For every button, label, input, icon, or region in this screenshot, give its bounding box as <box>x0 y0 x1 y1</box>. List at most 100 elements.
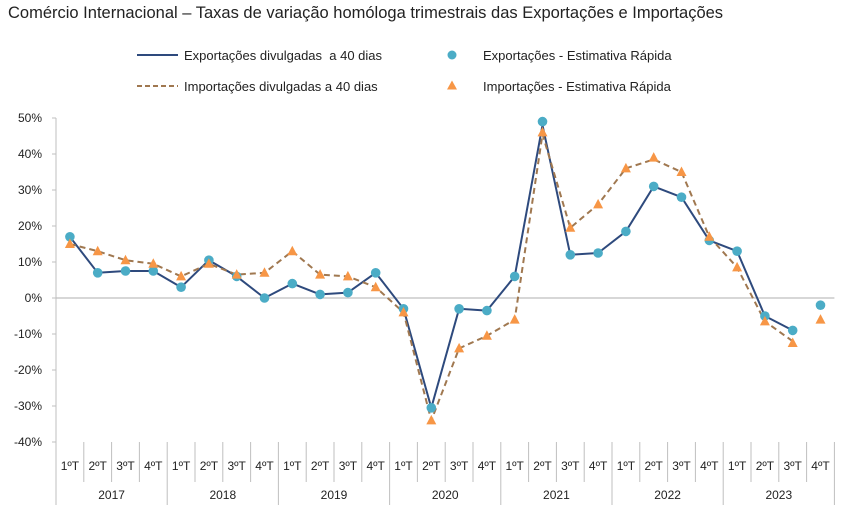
legend-label-exports-estimate: Exportações - Estimativa Rápida <box>483 48 672 63</box>
x-tick-label-quarter: 2ºT <box>756 459 775 473</box>
data-point-exports-estimate <box>537 116 548 127</box>
data-point-imports-estimate <box>398 306 409 317</box>
data-point-imports-estimate <box>426 414 437 425</box>
data-point-exports-estimate <box>259 293 270 303</box>
data-point-exports-estimate <box>148 266 159 276</box>
x-tick-label-quarter: 1ºT <box>617 459 636 473</box>
series-markers <box>64 116 826 425</box>
x-tick-label-quarter: 4ºT <box>589 459 608 473</box>
x-tick-label-quarter: 4ºT <box>144 459 163 473</box>
x-tick-label-quarter: 2ºT <box>89 459 108 473</box>
data-point-imports-estimate <box>481 330 492 340</box>
x-tick-label-year: 2017 <box>98 488 125 502</box>
legend-entry-imports-estimate: Importações - Estimativa Rápida <box>447 79 672 94</box>
x-tick-label-quarter: 2ºT <box>311 459 330 473</box>
data-point-imports-estimate <box>648 152 659 162</box>
x-tick-label-quarter: 3ºT <box>339 459 358 473</box>
x-tick-label-year: 2018 <box>209 488 236 502</box>
x-tick-label-quarter: 4ºT <box>367 459 386 473</box>
x-tick-label-quarter: 2ºT <box>200 459 219 473</box>
x-tick-label-quarter: 3ºT <box>228 459 247 473</box>
x-tick-label-year: 2019 <box>321 488 348 502</box>
data-point-exports-estimate <box>565 250 576 260</box>
x-tick-label-quarter: 1ºT <box>283 459 302 473</box>
x-tick-label-quarter: 4ºT <box>478 459 497 473</box>
y-tick-label: 40% <box>18 147 42 161</box>
x-tick-label-quarter: 4ºT <box>255 459 274 473</box>
data-point-imports-estimate <box>620 162 631 173</box>
data-point-imports-estimate <box>537 126 548 137</box>
data-point-imports-estimate <box>148 258 159 268</box>
data-point-imports-estimate <box>732 261 743 272</box>
data-point-imports-estimate <box>759 315 770 326</box>
x-tick-label-quarter: 1ºT <box>394 459 413 473</box>
x-tick-label-year: 2021 <box>543 488 570 502</box>
y-tick-label: -40% <box>14 435 42 449</box>
x-tick-label-quarter: 2ºT <box>422 459 441 473</box>
legend-entry-imports-line: Importações divulgadas a 40 dias <box>137 79 378 94</box>
series-line-exports <box>69 124 794 409</box>
axes: 50% 40% 30% 20% 10% 0% -10% -20% -30% -40% 1ºT 2ºT 3… <box>14 111 835 505</box>
y-tick-label: 30% <box>18 183 42 197</box>
data-point-exports-estimate <box>92 268 103 278</box>
data-point-exports-estimate <box>343 287 353 298</box>
data-point-imports-estimate <box>370 281 381 292</box>
y-tick-label: 0% <box>25 291 43 305</box>
data-point-imports-estimate <box>287 245 298 256</box>
x-tick-label-quarter: 3ºT <box>450 459 469 473</box>
data-point-imports-estimate <box>787 337 798 347</box>
data-point-imports-estimate <box>176 270 187 281</box>
data-point-imports-estimate <box>676 166 687 176</box>
legend-swatch-circle <box>447 50 457 60</box>
data-point-imports-estimate <box>454 342 465 353</box>
data-point-imports-estimate <box>593 198 604 209</box>
legend-label-imports-line: Importações divulgadas a 40 dias <box>184 79 378 94</box>
data-point-imports-estimate <box>815 314 826 324</box>
data-point-exports-estimate <box>176 282 186 293</box>
data-point-exports-estimate <box>676 192 687 202</box>
data-point-imports-estimate <box>704 231 715 241</box>
data-point-exports-estimate <box>315 289 325 300</box>
data-point-exports-estimate <box>787 325 798 336</box>
x-tick-label-quarter: 3ºT <box>672 459 691 473</box>
x-tick-label-quarter: 2ºT <box>533 459 552 473</box>
data-point-imports-estimate <box>342 270 353 281</box>
chart-title: Comércio Internacional – Taxas de variaç… <box>8 4 724 22</box>
data-point-imports-estimate <box>231 269 242 279</box>
data-point-exports-estimate <box>482 305 492 316</box>
data-point-imports-estimate <box>315 269 326 279</box>
data-point-exports-estimate <box>593 248 603 258</box>
x-tick-label-quarter: 1ºT <box>61 459 80 473</box>
data-point-exports-estimate <box>370 268 381 278</box>
legend-entry-exports-estimate: Exportações - Estimativa Rápida <box>447 48 672 63</box>
data-point-exports-estimate <box>287 278 298 289</box>
x-tick-label-year: 2022 <box>654 488 681 502</box>
y-tick-label: 10% <box>18 255 42 269</box>
x-tick-label-quarter: 2ºT <box>645 459 664 473</box>
legend-label-exports-line: Exportações divulgadas a 40 dias <box>184 48 383 63</box>
data-point-imports-estimate <box>120 254 131 265</box>
series-lines <box>69 124 794 422</box>
data-point-exports-estimate <box>454 304 464 314</box>
x-tick-label-quarter: 1ºT <box>728 459 747 473</box>
data-point-imports-estimate <box>92 245 103 256</box>
data-point-exports-estimate <box>815 300 826 311</box>
x-tick-label-year: 2023 <box>765 488 792 502</box>
data-point-exports-estimate <box>65 232 75 242</box>
x-tick-label-quarter: 3ºT <box>784 459 803 473</box>
x-tick-label-quarter: 3ºT <box>116 459 135 473</box>
data-point-exports-estimate <box>732 246 742 256</box>
x-tick-label-quarter: 4ºT <box>700 459 719 473</box>
y-tick-label: -20% <box>14 363 42 377</box>
x-tick-label-quarter: 1ºT <box>506 459 525 473</box>
x-tick-label-quarter: 3ºT <box>561 459 580 473</box>
legend: Exportações divulgadas a 40 dias Exporta… <box>137 48 672 94</box>
x-tick-label-quarter: 4ºT <box>811 459 830 473</box>
y-tick-label: 20% <box>18 219 42 233</box>
x-tick-label-quarter: 1ºT <box>172 459 191 473</box>
data-point-imports-estimate <box>203 258 214 268</box>
legend-swatch-triangle <box>447 80 457 90</box>
data-point-exports-estimate <box>621 226 631 237</box>
legend-label-imports-estimate: Importações - Estimativa Rápida <box>483 79 672 94</box>
